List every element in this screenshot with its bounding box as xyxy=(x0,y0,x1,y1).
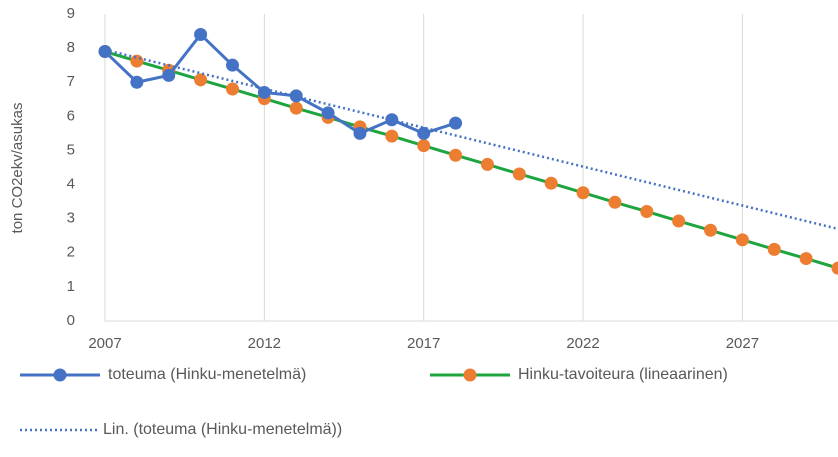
marker xyxy=(321,106,335,120)
marker xyxy=(130,54,144,68)
series-line xyxy=(104,50,838,270)
marker xyxy=(98,45,112,59)
legend-label: toteuma (Hinku-menetelmä) xyxy=(108,366,306,383)
legend-label: Lin. (toteuma (Hinku-menetelmä)) xyxy=(103,421,342,438)
x-tick-label: 2007 xyxy=(88,335,121,352)
marker xyxy=(608,195,622,209)
legend-label: Hinku-tavoiteura (lineaarinen) xyxy=(518,366,728,383)
y-tick-label: 9 xyxy=(67,5,75,22)
y-tick-label: 5 xyxy=(67,141,75,158)
y-tick-label: 8 xyxy=(67,39,75,56)
series-line xyxy=(104,48,838,231)
legend-marker xyxy=(463,368,477,382)
marker xyxy=(353,126,367,140)
x-tick-label: 2027 xyxy=(726,335,759,352)
y-tick-label: 1 xyxy=(67,278,75,295)
y-tick-label: 4 xyxy=(67,176,75,193)
marker xyxy=(449,148,463,162)
marker xyxy=(704,223,718,237)
marker xyxy=(225,58,239,72)
marker xyxy=(512,167,526,181)
x-tick-label: 2012 xyxy=(248,335,281,352)
y-tick-label: 3 xyxy=(67,210,75,227)
marker xyxy=(831,261,838,275)
y-tick-label: 7 xyxy=(67,73,75,90)
legend-marker xyxy=(53,368,67,382)
y-tick-label: 0 xyxy=(67,312,75,329)
y-axis-label: ton CO2ekv/asukas xyxy=(9,103,26,234)
marker xyxy=(767,242,781,256)
marker xyxy=(544,176,558,190)
y-tick-label: 6 xyxy=(67,107,75,124)
marker xyxy=(130,75,144,89)
marker xyxy=(735,233,749,247)
marker xyxy=(257,85,271,99)
marker xyxy=(576,186,590,200)
x-tick-label: 2017 xyxy=(407,335,440,352)
marker xyxy=(480,157,494,171)
marker xyxy=(194,27,208,41)
marker xyxy=(417,126,431,140)
y-tick-label: 2 xyxy=(67,244,75,261)
marker xyxy=(162,68,176,82)
x-tick-label: 2022 xyxy=(566,335,599,352)
series-line xyxy=(103,32,457,136)
marker xyxy=(289,101,303,115)
marker xyxy=(385,129,399,143)
marker xyxy=(194,73,208,87)
marker xyxy=(640,205,654,219)
marker xyxy=(225,82,239,96)
marker xyxy=(449,116,463,130)
marker xyxy=(417,139,431,153)
marker xyxy=(799,252,813,266)
plot xyxy=(98,27,838,275)
marker xyxy=(672,214,686,228)
